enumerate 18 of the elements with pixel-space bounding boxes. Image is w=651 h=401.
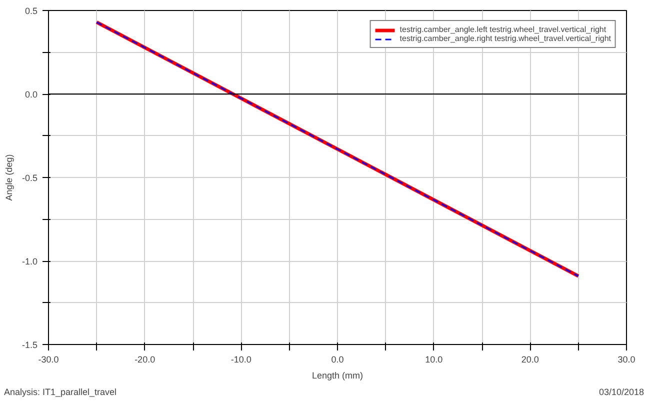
y-tick-label: -1.5: [22, 340, 38, 350]
y-axis-title: Angle (deg): [4, 154, 14, 201]
x-tick-label: -10.0: [230, 354, 252, 364]
legend-label: testrig.camber_angle.right testrig.wheel_travel.vertical_right: [400, 34, 611, 43]
y-tick-label: -1.0: [22, 256, 38, 266]
x-tick-label: -20.0: [134, 354, 156, 364]
x-tick-label: 10.0: [425, 354, 443, 364]
x-tick-label: 0.0: [331, 354, 344, 364]
y-tick-label: 0.5: [24, 6, 38, 16]
x-axis-title: Length (mm): [312, 370, 364, 380]
y-tick-label: -0.5: [22, 173, 38, 183]
y-tick-label: 0.0: [24, 90, 38, 100]
annotation: 03/10/2018: [598, 386, 644, 399]
annotation: Analysis: IT1_parallel_travel: [4, 386, 117, 399]
x-tick-label: 20.0: [521, 354, 539, 364]
legend-label: testrig.camber_angle.left testrig.wheel_travel.vertical_right: [400, 25, 606, 34]
x-tick-label: -30.0: [38, 354, 59, 364]
x-tick-label: 30.0: [618, 354, 636, 364]
